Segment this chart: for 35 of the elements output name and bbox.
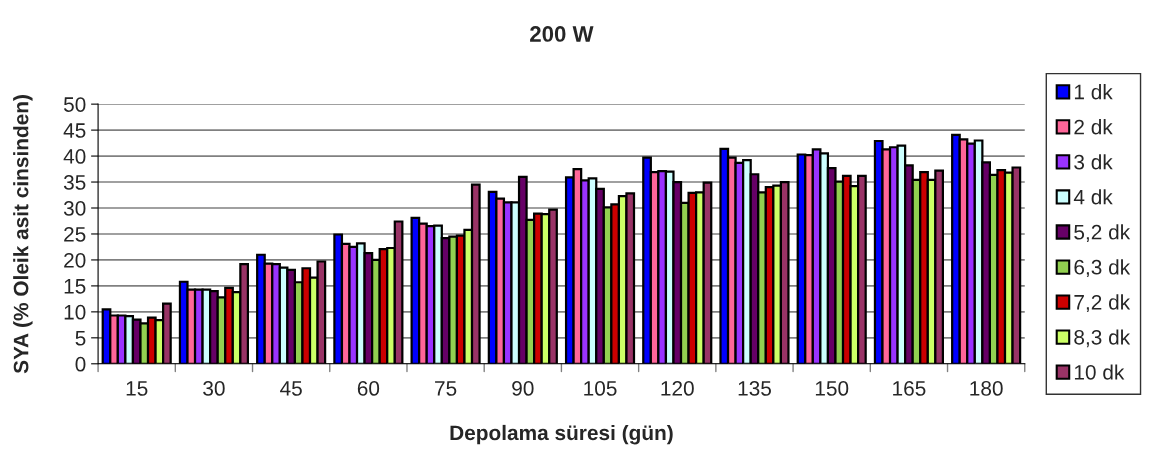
legend-label: 5,2 dk [1074,224,1131,243]
legend-label: 8,3 dk [1074,329,1131,348]
x-tick-label: 105 [584,381,617,396]
y-tick-label: 25 [64,226,86,242]
y-tick-label: 30 [63,201,86,216]
y-tick-label: 35 [63,175,86,190]
legend-label: 4 dk [1073,189,1113,205]
y-tick-label: 40 [63,149,86,164]
legend-label: 1 dk [1074,84,1113,100]
x-tick-label: 75 [435,381,457,396]
x-axis-title: Depolama süresi (gün) [450,424,673,445]
x-tick-label: 90 [512,381,534,396]
y-tick-label: 50 [63,97,86,112]
legend-label: 7,2 dk [1074,294,1131,313]
x-tick-label: 15 [126,381,148,396]
x-tick-label: 135 [738,381,771,396]
chart-title: 200 W [530,26,594,42]
legend-label: 3 dk [1074,154,1113,170]
y-tick-label: 10 [64,304,86,320]
x-tick-label: 150 [815,381,849,396]
y-tick-label: 15 [64,279,86,294]
y-tick-label: 0 [75,356,86,372]
y-axis-title: SYA (% Oleik asit cinsinden) [13,95,33,374]
y-tick-label: 5 [75,331,86,346]
x-tick-label: 45 [280,381,302,396]
legend-label: 10 dk [1074,364,1125,380]
x-tick-label: 60 [357,381,380,396]
x-tick-label: 30 [203,381,225,396]
y-tick-label: 20 [64,252,86,268]
legend-label: 6,3 dk [1074,259,1131,278]
x-tick-label: 120 [661,381,694,396]
x-tick-label: 180 [970,381,1003,396]
y-tick-label: 45 [63,123,86,138]
legend-label: 2 dk [1074,119,1113,135]
x-tick-label: 165 [893,381,926,396]
